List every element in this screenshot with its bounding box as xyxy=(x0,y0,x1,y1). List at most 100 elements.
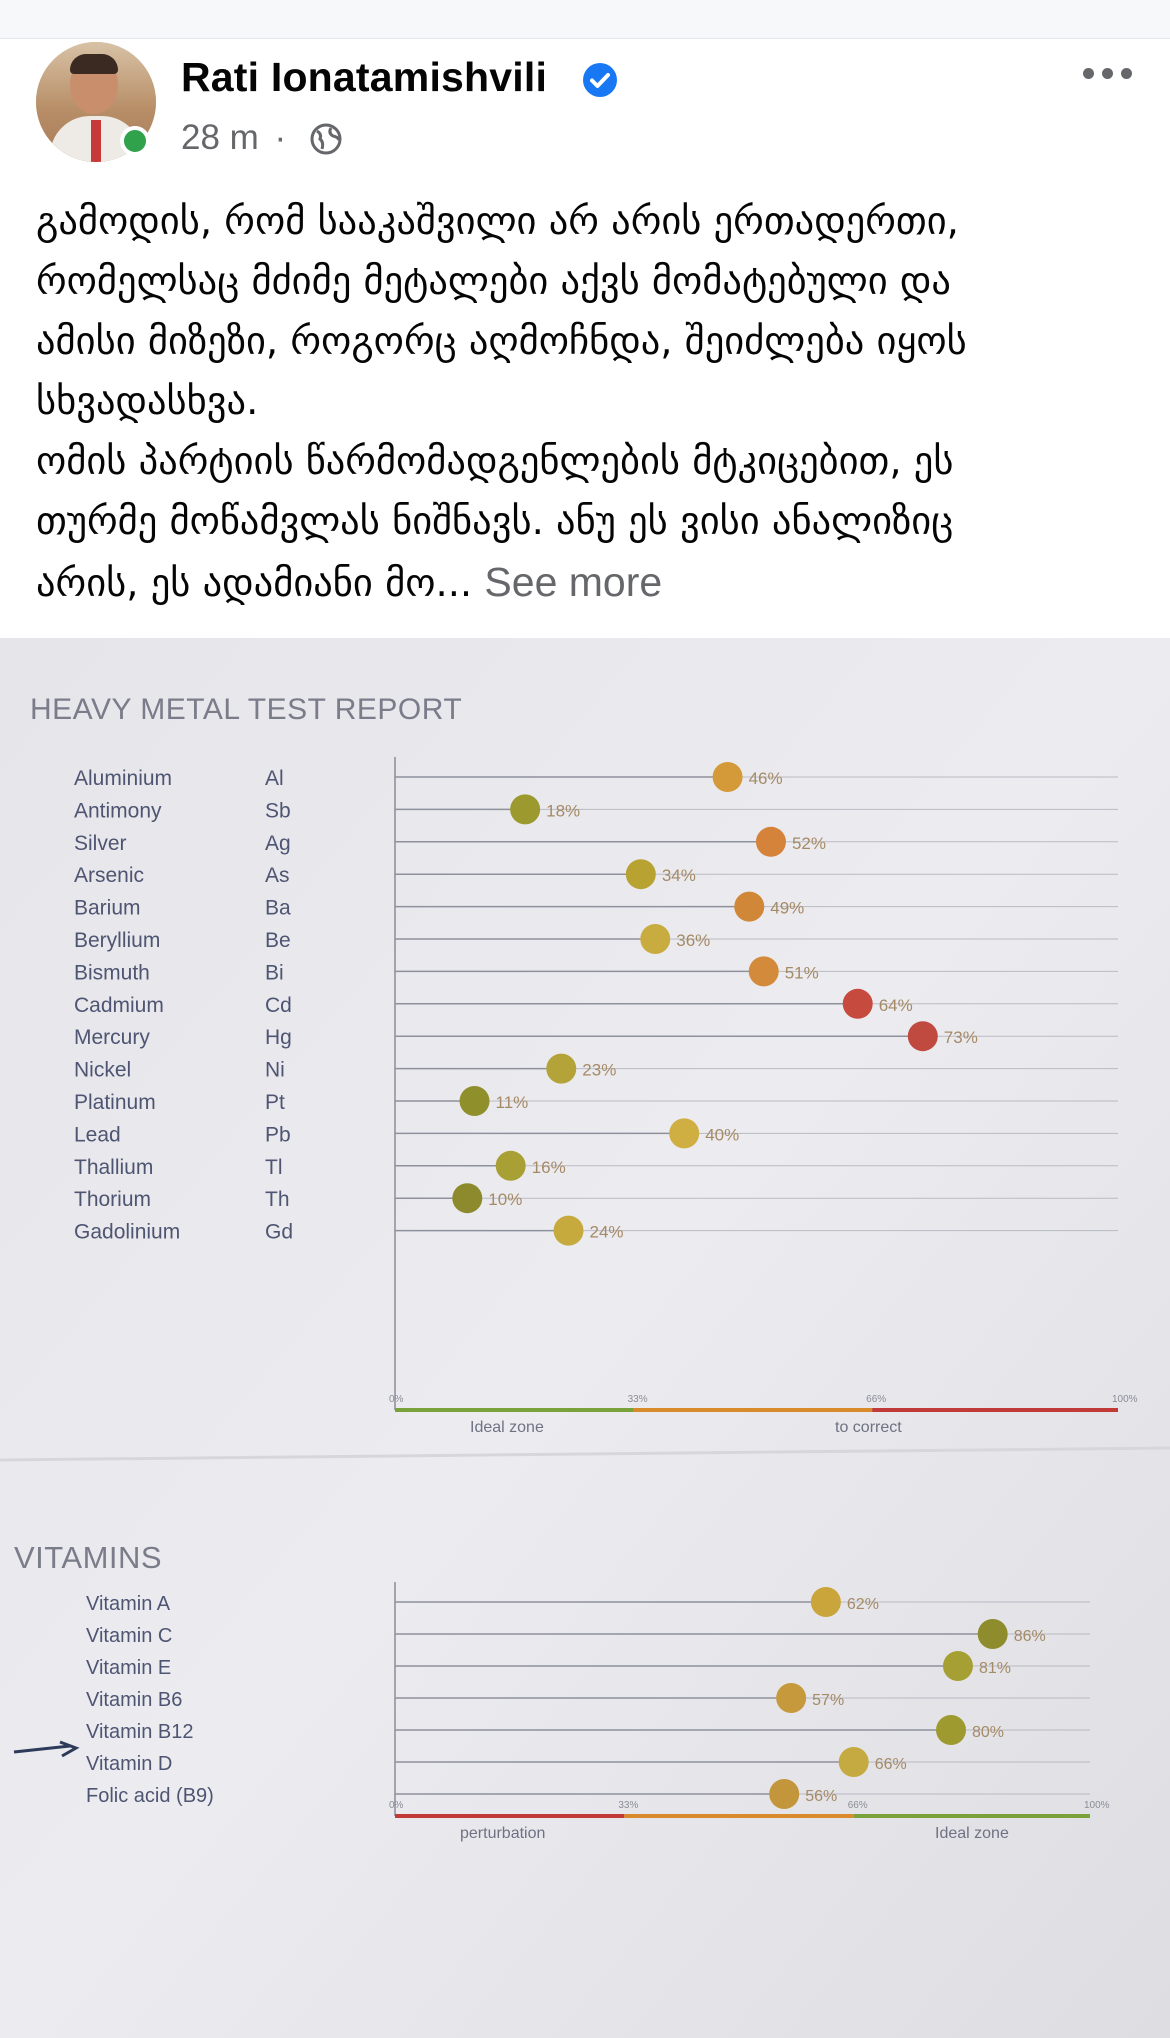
category-label: Lead xyxy=(74,1123,121,1146)
category-label: Thallium xyxy=(74,1156,153,1179)
x-tick-label: 100% xyxy=(1112,1394,1138,1405)
category-label: Barium xyxy=(74,897,141,920)
data-label: 24% xyxy=(590,1223,624,1242)
text-line: ამისი მიზეზი, როგორც აღმოჩნდა, შეიძლება … xyxy=(36,319,967,364)
text-line: რომელსაც მძიმე მეტალები აქვს მომატებული … xyxy=(36,259,951,304)
data-label: 66% xyxy=(875,1756,907,1773)
see-more-link[interactable]: See more xyxy=(484,559,663,605)
avatar[interactable] xyxy=(36,42,156,162)
data-point xyxy=(459,1086,490,1116)
data-point xyxy=(452,1183,483,1214)
data-label: 86% xyxy=(1014,1628,1046,1645)
data-point xyxy=(907,1021,938,1052)
data-label: 73% xyxy=(944,1028,978,1047)
data-point xyxy=(755,826,786,857)
post-time[interactable]: 28 m xyxy=(181,118,259,157)
text-line: გამოდის, რომ სააკაშვილი არ არის ერთადერთ… xyxy=(36,199,959,244)
symbol-label: Ba xyxy=(265,897,291,920)
data-point xyxy=(748,956,779,987)
x-tick-label: 66% xyxy=(866,1394,886,1405)
category-label: Arsenic xyxy=(74,864,144,887)
x-tick-label: 100% xyxy=(1084,1800,1110,1811)
vitamins-title: VITAMINS xyxy=(14,1540,162,1575)
data-point xyxy=(669,1118,700,1149)
data-point xyxy=(553,1215,584,1246)
verified-badge-icon xyxy=(583,63,617,97)
category-label: Bismuth xyxy=(74,961,150,984)
text-line: თურმე მოწამვლას ნიშნავს. ანუ ეს ვისი ანა… xyxy=(36,499,954,544)
data-label: 64% xyxy=(879,996,913,1015)
data-label: 51% xyxy=(785,963,819,982)
zone-label: Ideal zone xyxy=(935,1825,1009,1842)
author-name[interactable]: Rati Ionatamishvili xyxy=(181,54,548,100)
symbol-label: Bi xyxy=(265,961,284,984)
category-label: Cadmium xyxy=(74,994,164,1017)
data-point xyxy=(838,1747,869,1777)
post-header: Rati Ionatamishvili 28 m · xyxy=(0,38,1170,178)
symbol-label: Hg xyxy=(265,1026,292,1049)
data-label: 36% xyxy=(676,931,710,950)
data-point xyxy=(495,1150,526,1181)
category-label: Aluminium xyxy=(74,767,172,790)
post-text: გამოდის, რომ სააკაშვილი არ არის ერთადერთ… xyxy=(36,192,1146,614)
symbol-label: Cd xyxy=(265,994,292,1017)
post-meta: 28 m · xyxy=(181,118,286,158)
symbol-label: Gd xyxy=(265,1221,293,1244)
category-label: Folic acid (B9) xyxy=(86,1785,214,1807)
meta-separator: · xyxy=(274,118,287,157)
pen-arrow-mark xyxy=(13,1740,80,1758)
test-report-image: HEAVY METAL TEST REPORT Aluminium Al 46% An… xyxy=(0,638,1170,2038)
category-label: Vitamin D xyxy=(86,1753,172,1775)
more-options-icon[interactable] xyxy=(1080,58,1136,88)
globe-icon[interactable] xyxy=(309,122,343,156)
symbol-label: Tl xyxy=(265,1156,283,1179)
symbol-label: Th xyxy=(265,1188,290,1211)
data-point xyxy=(510,794,541,825)
zone-label: to correct xyxy=(835,1419,902,1436)
data-label: 46% xyxy=(749,769,783,788)
text-line-last: არის, ეს ადამიანი მო... See more xyxy=(36,552,1146,614)
category-label: Thorium xyxy=(74,1188,151,1211)
data-label: 18% xyxy=(546,801,580,820)
category-label: Antimony xyxy=(74,799,162,822)
text-line: სხვადასხვა. xyxy=(36,379,259,424)
data-label: 34% xyxy=(662,866,696,885)
data-label: 11% xyxy=(496,1093,529,1112)
data-point xyxy=(734,891,765,922)
symbol-label: Ni xyxy=(265,1059,285,1082)
data-point xyxy=(977,1619,1008,1649)
category-label: Vitamin E xyxy=(86,1657,171,1679)
data-label: 23% xyxy=(582,1061,616,1080)
data-point xyxy=(769,1779,800,1809)
category-label: Vitamin B12 xyxy=(86,1721,193,1743)
x-tick-label: 33% xyxy=(628,1394,648,1405)
heavy-metal-title: HEAVY METAL TEST REPORT xyxy=(30,693,462,726)
category-label: Platinum xyxy=(74,1091,156,1114)
top-divider xyxy=(0,0,1170,39)
data-point xyxy=(776,1683,807,1713)
data-label: 52% xyxy=(792,834,826,853)
category-label: Vitamin B6 xyxy=(86,1689,182,1711)
data-point xyxy=(546,1053,577,1084)
symbol-label: Ag xyxy=(265,832,291,855)
x-tick-label: 0% xyxy=(389,1394,404,1405)
symbol-label: As xyxy=(265,864,290,887)
category-label: Mercury xyxy=(74,1026,150,1049)
data-point xyxy=(810,1587,841,1617)
post-photo[interactable]: HEAVY METAL TEST REPORT Aluminium Al 46% An… xyxy=(0,638,1170,2038)
data-point xyxy=(640,924,671,954)
category-label: Nickel xyxy=(74,1059,131,1082)
data-point xyxy=(842,988,873,1019)
text-truncated: არის, ეს ადამიანი მო... xyxy=(36,561,473,606)
data-label: 10% xyxy=(488,1190,522,1209)
data-label: 49% xyxy=(770,899,804,918)
category-label: Gadolinium xyxy=(74,1221,180,1244)
category-label: Vitamin A xyxy=(86,1593,171,1615)
data-label: 81% xyxy=(979,1660,1011,1677)
vitamins-chart: Vitamin A 62% Vitamin C 86% Vitamin E 81% Vita… xyxy=(86,1582,1110,1842)
data-point xyxy=(712,762,743,792)
heavy-metal-chart: Aluminium Al 46% Antimony Sb 18% Silver Ag 52% Ar… xyxy=(74,757,1138,1436)
zone-label: Ideal zone xyxy=(470,1419,544,1436)
data-label: 57% xyxy=(812,1692,844,1709)
x-tick-label: 0% xyxy=(389,1800,404,1811)
